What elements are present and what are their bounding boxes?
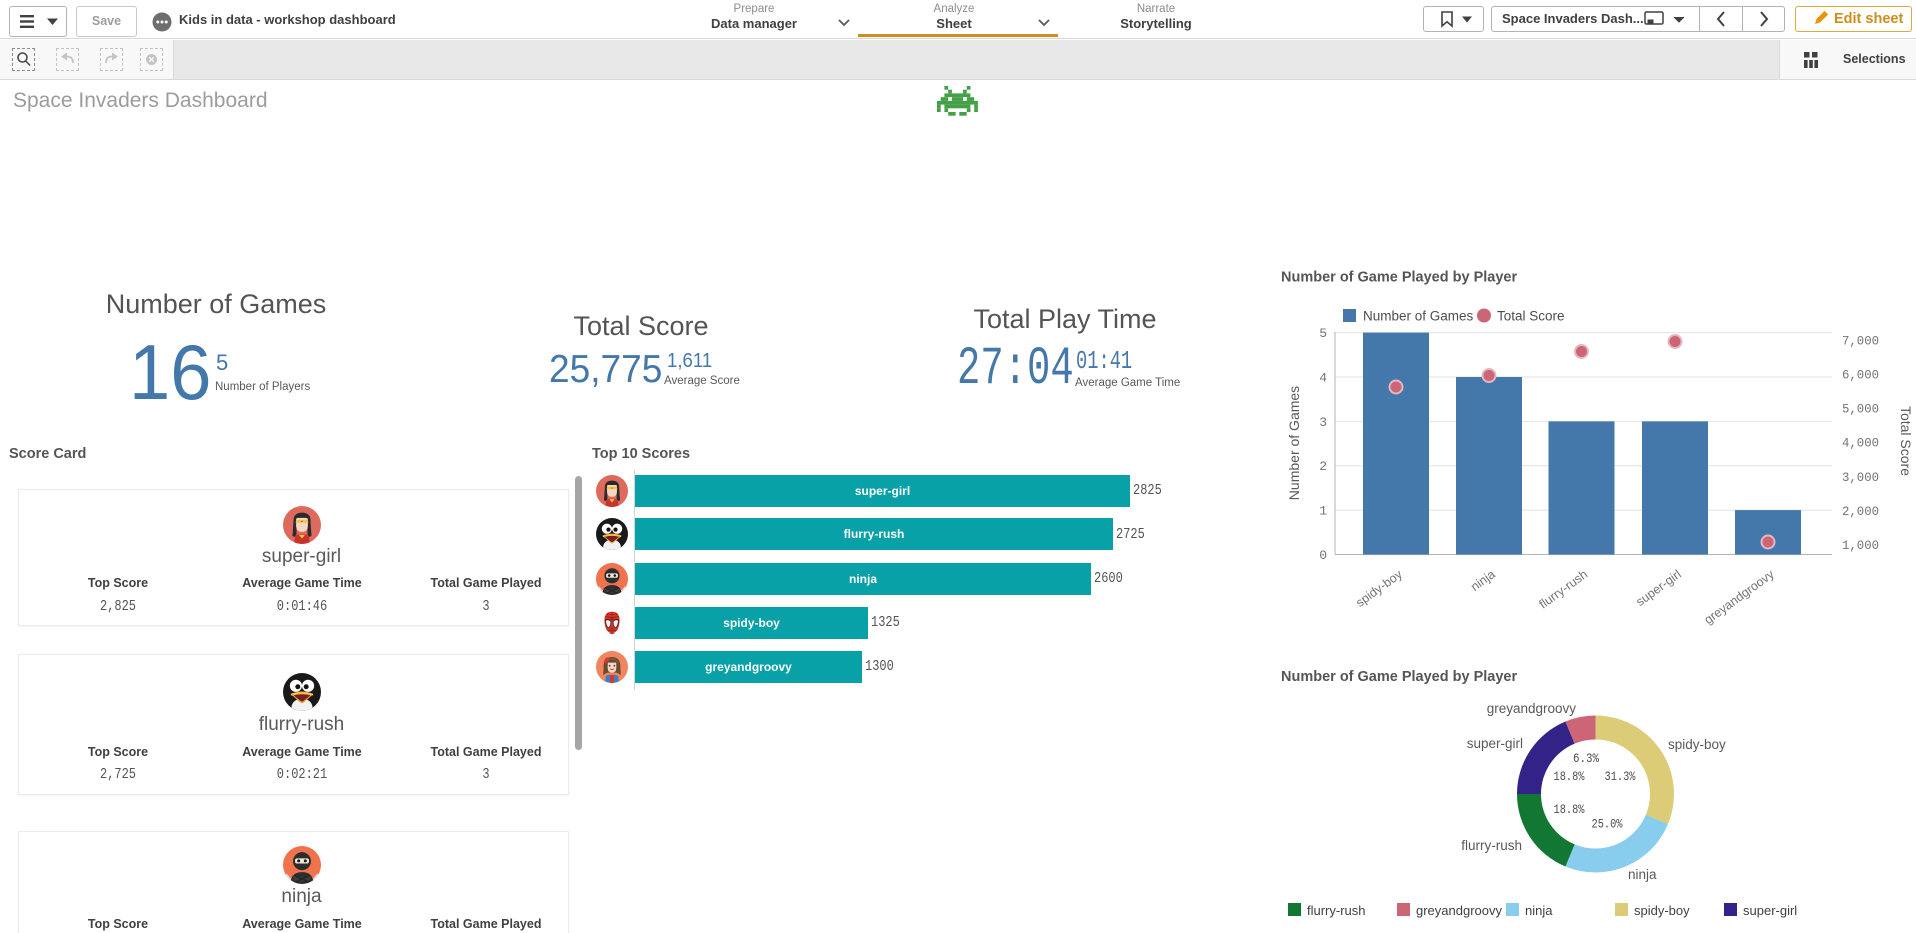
- svg-text:greyandgroovy: greyandgroovy: [1487, 701, 1577, 716]
- svg-text:1: 1: [1319, 504, 1327, 519]
- svg-text:4: 4: [1319, 371, 1327, 386]
- svg-text:6,000: 6,000: [1842, 367, 1879, 382]
- svg-text:Number of Games: Number of Games: [1363, 309, 1474, 324]
- svg-text:2,000: 2,000: [1842, 504, 1879, 519]
- svg-text:greyandgroovy: greyandgroovy: [1702, 567, 1778, 627]
- svg-text:1,000: 1,000: [1842, 538, 1879, 553]
- svg-text:25.0%: 25.0%: [1592, 817, 1623, 832]
- svg-text:super-girl: super-girl: [1743, 903, 1797, 918]
- svg-text:ninja: ninja: [1525, 903, 1553, 918]
- svg-text:4,000: 4,000: [1842, 436, 1879, 451]
- svg-text:flurry-rush: flurry-rush: [1537, 567, 1591, 611]
- svg-text:3: 3: [1319, 415, 1327, 430]
- svg-text:spidy-boy: spidy-boy: [1634, 903, 1690, 918]
- svg-text:7,000: 7,000: [1842, 333, 1879, 348]
- svg-text:spidy-boy: spidy-boy: [1668, 737, 1726, 752]
- svg-text:0: 0: [1319, 548, 1327, 563]
- svg-text:3,000: 3,000: [1842, 470, 1879, 485]
- svg-text:ninja: ninja: [1468, 567, 1498, 594]
- svg-text:31.3%: 31.3%: [1605, 769, 1636, 784]
- svg-text:5: 5: [1319, 326, 1327, 341]
- svg-text:ninja: ninja: [1628, 867, 1657, 882]
- svg-text:super-girl: super-girl: [1633, 567, 1683, 609]
- svg-text:super-girl: super-girl: [1467, 736, 1523, 751]
- svg-text:18.8%: 18.8%: [1554, 769, 1585, 784]
- svg-text:Number of Game Played by Playe: Number of Game Played by Player: [1281, 669, 1517, 685]
- svg-text:spidy-boy: spidy-boy: [1353, 567, 1405, 610]
- svg-text:5,000: 5,000: [1842, 402, 1879, 417]
- svg-text:Number of Games: Number of Games: [1286, 386, 1302, 500]
- svg-text:Total Score: Total Score: [1497, 309, 1565, 324]
- svg-text:6.3%: 6.3%: [1573, 751, 1599, 766]
- svg-text:flurry-rush: flurry-rush: [1461, 838, 1522, 853]
- svg-text:greyandgroovy: greyandgroovy: [1416, 903, 1502, 918]
- svg-text:Number of Game Played by Playe: Number of Game Played by Player: [1281, 270, 1517, 286]
- svg-text:Total Score: Total Score: [1898, 406, 1914, 476]
- svg-text:18.8%: 18.8%: [1554, 802, 1585, 817]
- svg-text:2: 2: [1319, 459, 1327, 474]
- svg-text:flurry-rush: flurry-rush: [1307, 903, 1366, 918]
